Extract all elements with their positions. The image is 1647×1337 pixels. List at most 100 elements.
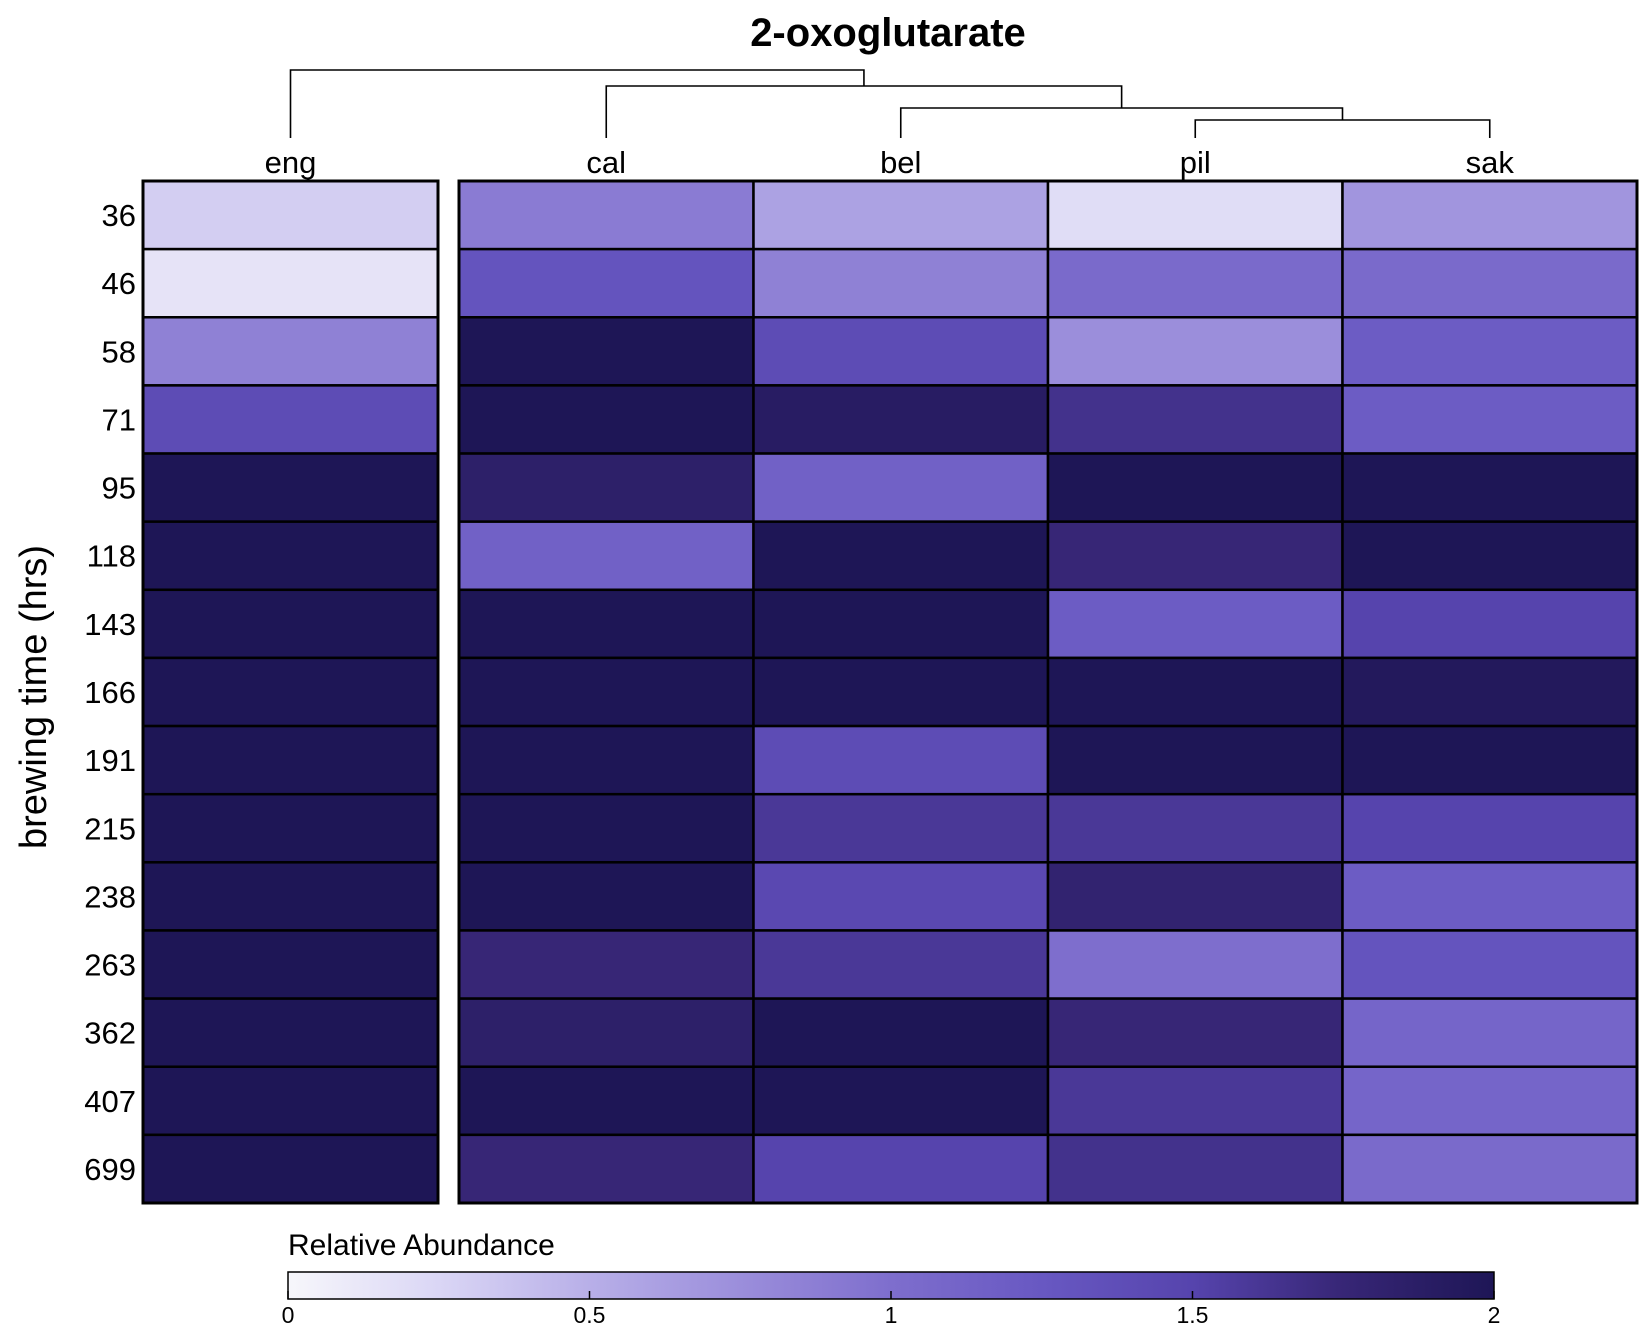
dendrogram-branch-depth-0: [289, 69, 865, 138]
heatmap-cell-sak-699: [1341, 1133, 1639, 1205]
heatmap-cell-eng-238: [141, 861, 440, 932]
heatmap-cell-sak-215: [1341, 792, 1639, 864]
heatmap-cell-bel-699: [752, 1133, 1050, 1205]
row-label-699: 699: [84, 1152, 136, 1187]
heatmap-cell-pil-215: [1046, 792, 1344, 864]
heatmap-cell-pil-166: [1046, 656, 1344, 728]
row-label-143: 143: [84, 607, 136, 642]
heatmap-cell-bel-143: [752, 588, 1050, 660]
row-label-36: 36: [102, 198, 136, 233]
heatmap-cell-bel-238: [752, 861, 1050, 932]
heatmap-cell-cal-36: [457, 179, 755, 251]
column-dendrogram: [289, 69, 1491, 138]
y-axis-label: brewing time (hrs): [13, 545, 55, 849]
heatmap-cell-eng-118: [141, 520, 440, 592]
heatmap-cell-bel-263: [752, 929, 1050, 1000]
heatmap-cell-cal-407: [457, 1065, 755, 1137]
column-label-pil: pil: [1180, 145, 1211, 180]
row-label-362: 362: [84, 1016, 136, 1051]
colorbar-tick-label-0.5: 0.5: [574, 1302, 606, 1328]
heatmap-cell-pil-238: [1046, 861, 1344, 932]
row-label-58: 58: [102, 334, 136, 369]
heatmap-cell-pil-71: [1046, 384, 1344, 455]
heatmap-cell-eng-46: [141, 247, 440, 319]
colorbar: 0 0.5 1 1.5 2: [282, 1271, 1501, 1328]
heatmap-cell-cal-46: [457, 247, 755, 319]
heatmap-cell-pil-191: [1046, 724, 1344, 796]
heatmap-cell-pil-58: [1046, 316, 1344, 387]
colorbar-tick-label-1: 1: [885, 1302, 898, 1328]
heatmap-cell-sak-263: [1341, 929, 1639, 1000]
dendrogram-branch-depth-2: [899, 107, 1344, 138]
heatmap-cell-eng-362: [141, 997, 440, 1068]
heatmap-cell-eng-407: [141, 1065, 440, 1137]
heatmap-cell-cal-95: [457, 452, 755, 523]
heatmap-cell-eng-263: [141, 929, 440, 1000]
heatmap-cell-eng-58: [141, 316, 440, 387]
heatmap-cell-bel-362: [752, 997, 1050, 1068]
heatmap-cell-pil-699: [1046, 1133, 1344, 1205]
heatmap-cell-eng-699: [141, 1133, 440, 1205]
heatmap-cell-sak-71: [1341, 384, 1639, 455]
heatmap-cell-bel-95: [752, 452, 1050, 523]
heatmap-cell-pil-36: [1046, 179, 1344, 251]
heatmap-cell-bel-71: [752, 384, 1050, 455]
heatmap-cell-sak-143: [1341, 588, 1639, 660]
heatmap-cell-eng-143: [141, 588, 440, 660]
heatmap-cell-bel-36: [752, 179, 1050, 251]
heatmap-cell-sak-407: [1341, 1065, 1639, 1137]
heatmap-cell-cal-143: [457, 588, 755, 660]
heatmap-cells: [141, 179, 1639, 1205]
heatmap-cell-pil-46: [1046, 247, 1344, 319]
colorbar-tick-label-2: 2: [1488, 1302, 1501, 1328]
row-label-215: 215: [84, 811, 136, 846]
heatmap-cell-eng-215: [141, 792, 440, 864]
row-label-238: 238: [84, 879, 136, 914]
row-label-407: 407: [84, 1084, 136, 1119]
colorbar-title: Relative Abundance: [288, 1229, 555, 1262]
heatmap-cell-eng-166: [141, 656, 440, 728]
heatmap-cell-sak-191: [1341, 724, 1639, 796]
row-label-166: 166: [84, 675, 136, 710]
heatmap-cell-bel-118: [752, 520, 1050, 592]
heatmap-cell-bel-166: [752, 656, 1050, 728]
heatmap-cell-cal-58: [457, 316, 755, 387]
heatmap-cell-sak-362: [1341, 997, 1639, 1068]
heatmap-cell-sak-46: [1341, 247, 1639, 319]
row-label-46: 46: [102, 266, 136, 301]
heatmap-cell-pil-407: [1046, 1065, 1344, 1137]
heatmap-cell-pil-263: [1046, 929, 1344, 1000]
heatmap-cell-cal-166: [457, 656, 755, 728]
heatmap-cell-bel-191: [752, 724, 1050, 796]
panel-border-2: [457, 179, 1639, 1205]
heatmap-cell-sak-238: [1341, 861, 1639, 932]
heatmap-cell-bel-407: [752, 1065, 1050, 1137]
heatmap-cell-eng-95: [141, 452, 440, 523]
heatmap-cell-cal-71: [457, 384, 755, 455]
heatmap-cell-sak-166: [1341, 656, 1639, 728]
heatmap-cell-cal-215: [457, 792, 755, 864]
row-labels: 36 46 58 71 95 118 143 166 191 215 238 263 362 407 699: [84, 198, 136, 1187]
heatmap-cell-bel-215: [752, 792, 1050, 864]
column-label-cal: cal: [586, 145, 626, 180]
row-label-95: 95: [102, 471, 136, 506]
heatmap-cell-pil-118: [1046, 520, 1344, 592]
dendrogram-branch-depth-1: [605, 85, 1123, 138]
column-label-eng: eng: [265, 145, 317, 180]
heatmap-cell-pil-95: [1046, 452, 1344, 523]
row-label-263: 263: [84, 948, 136, 983]
heatmap-cell-sak-58: [1341, 316, 1639, 387]
row-label-191: 191: [84, 743, 136, 778]
dendrogram-branch-depth-3: [1194, 119, 1491, 138]
heatmap-cell-cal-263: [457, 929, 755, 1000]
panel-border-1: [141, 179, 440, 1205]
heatmap-cell-sak-95: [1341, 452, 1639, 523]
heatmap-cell-eng-71: [141, 384, 440, 455]
heatmap-cell-bel-58: [752, 316, 1050, 387]
heatmap-cell-cal-118: [457, 520, 755, 592]
heatmap-cell-sak-36: [1341, 179, 1639, 251]
column-label-bel: bel: [880, 145, 921, 180]
heatmap-cell-pil-143: [1046, 588, 1344, 660]
heatmap-cell-cal-362: [457, 997, 755, 1068]
